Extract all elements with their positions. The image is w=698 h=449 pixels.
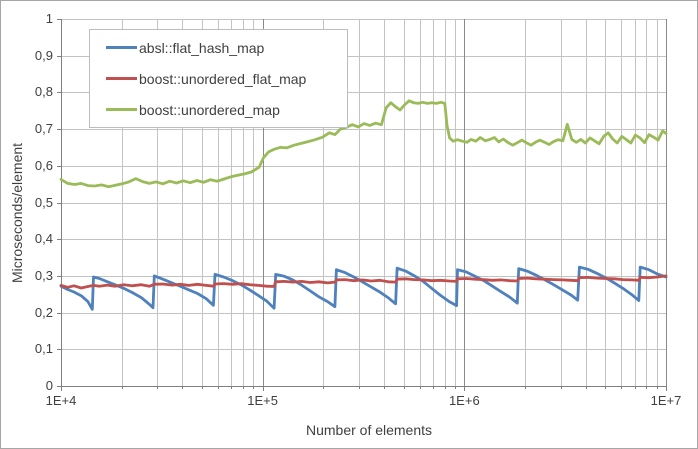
series-line-1: [59, 274, 668, 290]
y-tick-label: 0,7: [34, 121, 53, 137]
y-tick-label: 0,5: [34, 194, 53, 210]
y-tick-label: 1: [45, 11, 53, 26]
legend-item-absl-flat-hash-map: absl::flat_hash_map: [90, 40, 347, 56]
y-tick-label: 0,2: [34, 304, 53, 320]
legend-label: boost::unordered_flat_map: [139, 70, 307, 87]
legend-item-boost-unordered-flat-map: boost::unordered_flat_map: [90, 71, 347, 87]
y-tick-label: 0,9: [34, 47, 53, 63]
legend-line-swatch-green: [106, 108, 137, 111]
legend-item-boost-unordered-map: boost::unordered_map: [90, 102, 347, 118]
legend-label: absl::flat_hash_map: [139, 39, 265, 56]
series-line-2: [59, 99, 668, 189]
x-tick-label: 1E+5: [247, 393, 279, 408]
y-tick-label: 0: [45, 378, 53, 393]
y-tick-label: 0,6: [34, 157, 53, 173]
legend: absl::flat_hash_map boost::unordered_fla…: [89, 29, 348, 128]
x-axis-title: Number of elements: [305, 422, 433, 438]
y-tick-label: 0,1: [34, 341, 53, 357]
y-tick-label: 0,4: [34, 231, 53, 247]
legend-label: boost::unordered_map: [139, 101, 280, 118]
x-tick-label: 1E+4: [45, 393, 77, 408]
y-tick-label: 0,3: [34, 267, 53, 283]
y-tick-label: 0,8: [34, 84, 53, 100]
legend-line-swatch-red: [106, 77, 137, 80]
x-tick-label: 1E+6: [448, 393, 480, 408]
legend-line-swatch-blue: [106, 46, 137, 49]
series-line-0: [59, 265, 668, 311]
x-tick-label: 1E+7: [650, 393, 682, 408]
